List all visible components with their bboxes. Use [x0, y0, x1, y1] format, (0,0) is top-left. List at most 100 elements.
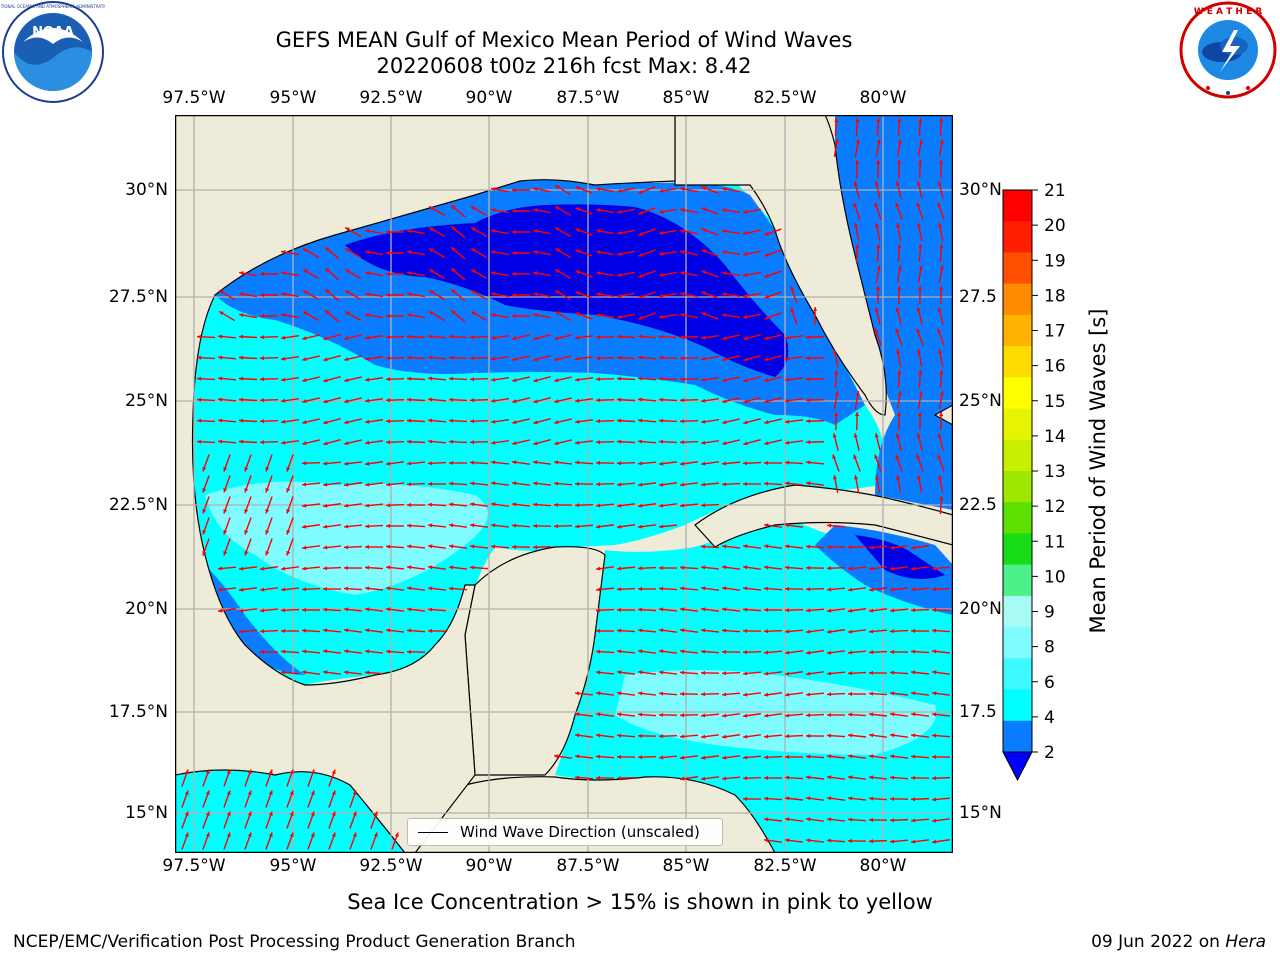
wave-arrow [617, 313, 635, 319]
wave-arrow [554, 310, 572, 322]
wave-arrow [244, 517, 252, 535]
wave-arrow [448, 523, 468, 528]
wave-arrow [763, 692, 783, 697]
wave-arrow [637, 524, 657, 529]
wave-arrow [428, 289, 446, 301]
wave-arrow [805, 460, 825, 465]
wave-arrow [896, 265, 902, 283]
wave-arrow [202, 496, 210, 514]
wave-arrow [196, 376, 216, 381]
wave-arrow [889, 649, 909, 654]
wave-arrow [218, 310, 236, 322]
wave-arrow [742, 565, 762, 570]
wave-arrow [196, 439, 216, 444]
wave-arrow [826, 671, 846, 676]
wave-arrow [307, 790, 315, 808]
wave-arrow [895, 181, 902, 199]
yucatan-peninsula [464, 546, 606, 776]
wave-arrow [874, 328, 882, 346]
colorbar-tick-label: 19 [1044, 251, 1066, 271]
wave-arrow [553, 754, 573, 759]
wave-arrow [874, 307, 881, 325]
wave-arrow [575, 186, 593, 194]
wave-arrow [595, 775, 615, 780]
wave-arrow [805, 733, 825, 738]
wave-arrow [286, 475, 294, 493]
wave-arrow [574, 733, 594, 738]
wave-arrow [637, 482, 657, 487]
wave-arrow [658, 461, 678, 466]
wave-arrow [181, 790, 189, 808]
wave-arrow [280, 566, 300, 571]
wave-arrow [385, 250, 405, 256]
wave-arrow [700, 355, 720, 361]
wave-arrow [764, 312, 782, 320]
colorbar: 2 4 6 8 9 10 11 12 13 14 15 16 17 18 19 20 21 [1002, 181, 1066, 782]
wave-arrow [223, 517, 231, 535]
wave-arrow [553, 481, 573, 486]
wave-arrow [554, 418, 572, 425]
wave-arrow [722, 250, 740, 256]
wave-arrow [876, 117, 881, 137]
colorbar-segment [1003, 252, 1032, 285]
wave-arrow [616, 418, 636, 423]
wave-arrow [554, 205, 572, 217]
wave-arrow [511, 229, 531, 235]
wave-arrow [910, 797, 930, 802]
wave-arrow [868, 796, 888, 801]
wave-arrow [889, 733, 909, 738]
wave-arrow [700, 607, 720, 612]
wave-arrow [658, 628, 678, 633]
wave-arrow [868, 608, 888, 613]
wave-arrow [833, 475, 839, 493]
wave-arrow [427, 397, 447, 402]
wave-arrow [637, 628, 657, 633]
wave-arrow [939, 411, 944, 431]
wave-arrow [491, 208, 509, 214]
lat-tick-right: 17.5 [959, 702, 997, 722]
wave-arrow [868, 754, 888, 759]
wave-arrow [365, 229, 383, 235]
wave-arrow [427, 461, 447, 466]
wave-arrow [700, 482, 720, 487]
wave-arrow [722, 334, 740, 341]
wave-arrow [721, 565, 741, 570]
wave-arrow [596, 208, 614, 214]
lon-tick-top: 95°W [269, 88, 317, 108]
wave-arrow [259, 356, 279, 361]
wave-arrow [784, 460, 804, 465]
wave-arrow [743, 208, 761, 214]
wave-arrow [784, 419, 804, 424]
wave-arrow [574, 524, 594, 529]
wave-arrow [181, 832, 189, 850]
wave-arrow [427, 628, 447, 633]
wave-arrow [406, 649, 426, 654]
wave-arrow [286, 790, 294, 808]
wave-arrow [659, 292, 677, 298]
wave-arrow [896, 223, 902, 241]
wave-arrow [259, 292, 279, 298]
wave-arrow [658, 418, 678, 423]
wave-arrow [406, 439, 426, 444]
wave-arrow [700, 628, 720, 633]
wave-arrow [680, 229, 698, 235]
wave-arrow [196, 418, 216, 423]
wave-arrow [764, 291, 782, 299]
wave-arrow [889, 629, 909, 634]
wave-arrow [784, 335, 804, 340]
wave-arrow [658, 524, 678, 529]
wave-arrow [265, 769, 273, 787]
wave-arrow [658, 376, 678, 381]
wave-arrow [265, 496, 273, 514]
wave-arrow [917, 349, 923, 367]
wave-arrow [889, 754, 909, 759]
wave-arrow [427, 418, 447, 423]
wave-arrow [721, 671, 741, 676]
wave-arrow [916, 307, 923, 325]
wave-arrow [854, 391, 860, 409]
wave-arrow [385, 565, 405, 570]
wave-arrow [832, 433, 839, 451]
lat-tick-left: 30°N [125, 180, 168, 200]
wave-arrow [895, 454, 903, 472]
wave-arrow [223, 475, 231, 493]
